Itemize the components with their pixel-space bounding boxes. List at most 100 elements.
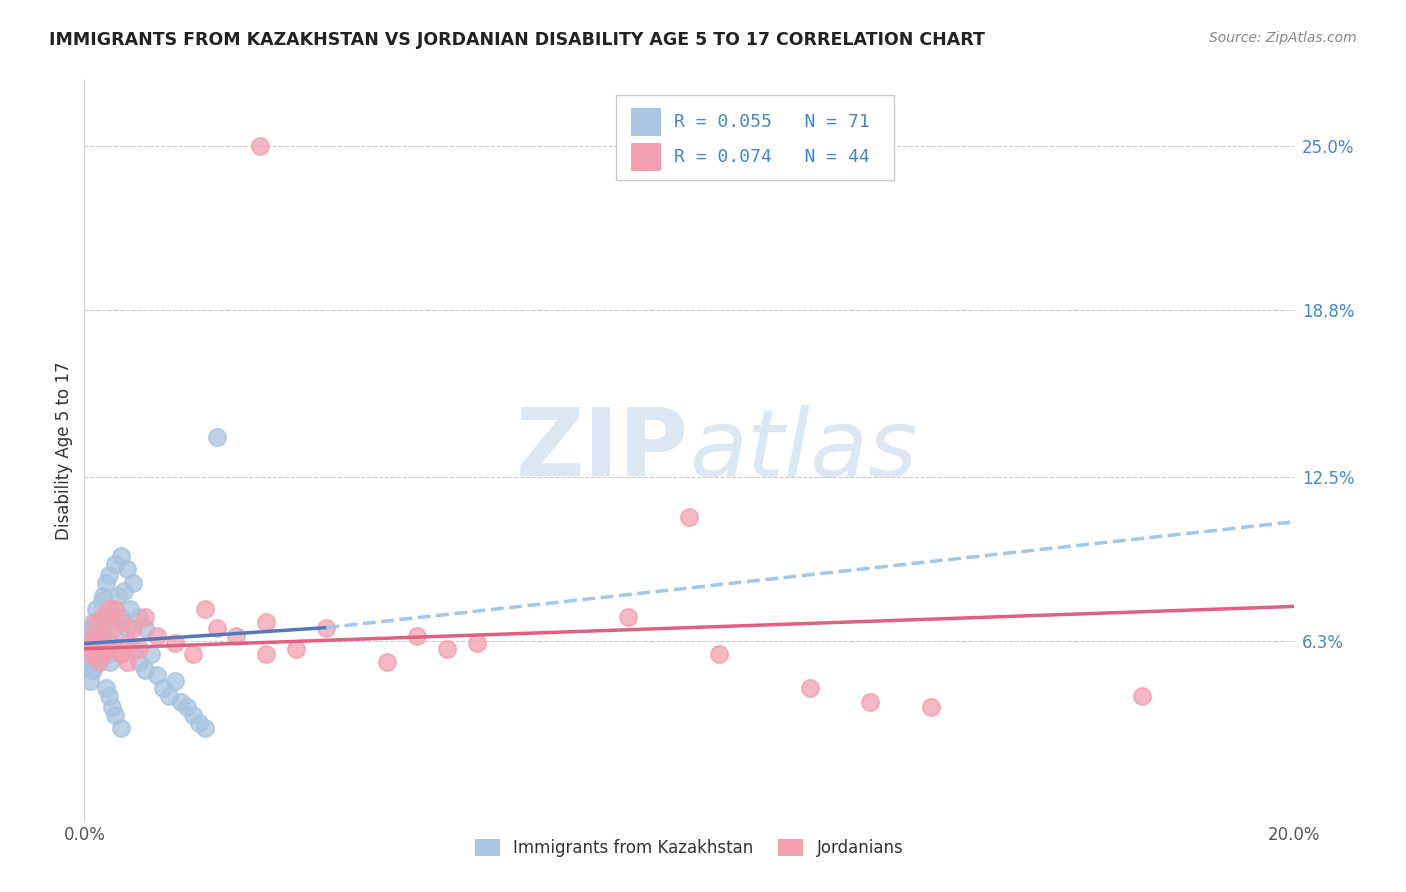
- Point: [165, 636, 187, 650]
- Point: [285, 641, 308, 656]
- Point: [104, 707, 127, 722]
- Point: [94, 575, 117, 590]
- Point: [110, 549, 132, 564]
- Point: [678, 509, 700, 524]
- Point: [709, 647, 731, 661]
- Point: [89, 655, 111, 669]
- Point: [94, 610, 117, 624]
- Point: [91, 647, 114, 661]
- Point: [225, 629, 247, 643]
- Point: [97, 690, 120, 704]
- Point: [128, 655, 150, 669]
- Point: [110, 647, 132, 661]
- Point: [128, 610, 150, 624]
- Point: [799, 681, 821, 696]
- Point: [80, 647, 103, 661]
- Point: [104, 641, 127, 656]
- Text: R = 0.074   N = 44: R = 0.074 N = 44: [675, 148, 870, 166]
- Point: [118, 602, 141, 616]
- Legend: Immigrants from Kazakhstan, Jordanians: Immigrants from Kazakhstan, Jordanians: [468, 832, 910, 864]
- Point: [181, 647, 204, 661]
- Point: [91, 594, 114, 608]
- Point: [79, 673, 101, 688]
- Point: [176, 700, 198, 714]
- Point: [139, 647, 162, 661]
- Point: [91, 629, 114, 643]
- Point: [107, 589, 129, 603]
- Point: [115, 562, 138, 576]
- Text: ZIP: ZIP: [516, 404, 689, 497]
- Point: [165, 673, 187, 688]
- Point: [104, 602, 127, 616]
- Text: R = 0.055   N = 71: R = 0.055 N = 71: [675, 112, 870, 131]
- Text: atlas: atlas: [689, 405, 917, 496]
- Point: [100, 602, 122, 616]
- Point: [249, 139, 271, 153]
- Point: [100, 621, 122, 635]
- Point: [89, 647, 111, 661]
- FancyBboxPatch shape: [616, 95, 894, 180]
- Point: [91, 610, 114, 624]
- Point: [406, 629, 429, 643]
- Point: [1130, 690, 1153, 704]
- Point: [110, 721, 132, 735]
- Point: [128, 641, 150, 656]
- Y-axis label: Disability Age 5 to 17: Disability Age 5 to 17: [55, 361, 73, 540]
- Point: [79, 647, 101, 661]
- Point: [79, 655, 101, 669]
- Point: [170, 695, 193, 709]
- Point: [101, 636, 124, 650]
- Point: [97, 567, 120, 582]
- Point: [89, 636, 111, 650]
- Point: [77, 636, 100, 650]
- Point: [91, 641, 114, 656]
- Point: [110, 647, 132, 661]
- Point: [375, 655, 398, 669]
- Point: [83, 636, 105, 650]
- Point: [91, 589, 114, 603]
- Point: [152, 681, 174, 696]
- Point: [86, 655, 108, 669]
- Bar: [631, 144, 661, 171]
- Point: [115, 621, 138, 635]
- Point: [207, 621, 229, 635]
- Point: [121, 621, 143, 635]
- Point: [86, 602, 108, 616]
- Point: [188, 715, 211, 730]
- Point: [77, 641, 100, 656]
- Point: [254, 647, 277, 661]
- Point: [254, 615, 277, 630]
- Point: [194, 602, 217, 616]
- Point: [194, 721, 217, 735]
- Point: [436, 641, 458, 656]
- Point: [86, 641, 108, 656]
- Point: [121, 641, 143, 656]
- Point: [134, 621, 156, 635]
- Text: Source: ZipAtlas.com: Source: ZipAtlas.com: [1209, 31, 1357, 45]
- Point: [82, 621, 104, 635]
- Bar: [631, 108, 661, 136]
- Point: [96, 647, 118, 661]
- Point: [112, 583, 135, 598]
- Point: [207, 430, 229, 444]
- Point: [110, 615, 132, 630]
- Point: [80, 663, 103, 677]
- Point: [86, 615, 108, 630]
- Point: [82, 663, 104, 677]
- Point: [134, 663, 156, 677]
- Point: [83, 647, 105, 661]
- Point: [617, 610, 640, 624]
- Point: [97, 602, 120, 616]
- Point: [146, 668, 169, 682]
- Point: [157, 690, 180, 704]
- Point: [100, 700, 122, 714]
- Point: [115, 636, 138, 650]
- Point: [82, 641, 104, 656]
- Point: [104, 621, 127, 635]
- Point: [94, 641, 117, 656]
- Point: [86, 615, 108, 630]
- Point: [96, 641, 118, 656]
- Point: [86, 641, 108, 656]
- Point: [93, 647, 115, 661]
- Point: [115, 655, 138, 669]
